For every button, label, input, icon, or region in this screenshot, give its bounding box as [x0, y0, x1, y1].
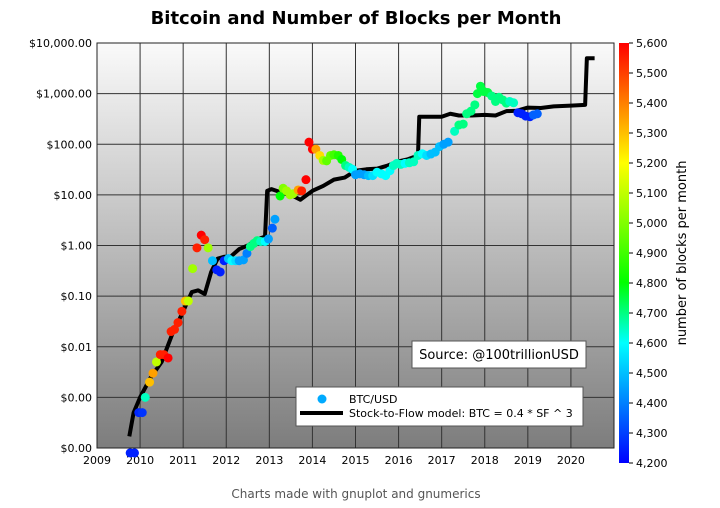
x-tick-label: 2018	[471, 454, 499, 467]
btc-price-point	[145, 377, 155, 387]
legend-dot-marker	[317, 394, 327, 404]
btc-price-point	[509, 98, 519, 108]
x-tick-label: 2019	[514, 454, 542, 467]
btc-price-point	[470, 100, 480, 110]
btc-price-point	[148, 368, 158, 378]
btc-price-point	[163, 353, 173, 363]
colorbar-tick-label: 4,700	[636, 307, 668, 320]
btc-price-point	[304, 137, 314, 147]
btc-price-point	[183, 296, 193, 306]
btc-price-point	[263, 234, 273, 244]
y-tick-label: $10,000.00	[29, 37, 92, 50]
btc-price-point	[140, 392, 150, 402]
btc-price-point	[458, 119, 468, 129]
btc-price-point	[203, 243, 213, 253]
btc-price-point	[177, 306, 187, 316]
btc-price-point	[188, 264, 198, 274]
btc-price-point	[270, 214, 280, 224]
legend: BTC/USD Stock-to-Flow model: BTC = 0.4 *…	[295, 386, 584, 427]
plot-frame	[96, 42, 615, 449]
x-tick-label: 2015	[342, 454, 370, 467]
btc-price-point	[450, 126, 460, 136]
btc-price-point	[200, 235, 210, 245]
colorbar-tick-label: 5,100	[636, 187, 668, 200]
colorbar-tick-label: 4,300	[636, 427, 668, 440]
btc-price-point	[297, 186, 307, 196]
x-tick-label: 2011	[169, 454, 197, 467]
colorbar-tick-label: 4,500	[636, 367, 668, 380]
colorbar-tick-label: 4,900	[636, 247, 668, 260]
y-tick-label: $1.00	[61, 240, 93, 253]
y-tick-label: $0.00	[61, 391, 93, 404]
btc-price-point	[173, 318, 183, 328]
btc-price-point	[170, 324, 180, 334]
chart-title: Bitcoin and Number of Blocks per Month	[151, 8, 562, 29]
source-annotation: Source: @100trillionUSD	[411, 340, 587, 369]
y-tick-label: $0.00	[61, 442, 93, 455]
btc-price-point	[215, 267, 225, 277]
s2f-model-line	[127, 56, 595, 437]
colorbar-tick-label: 4,200	[636, 457, 668, 470]
y-tick-label: $10.00	[54, 189, 93, 202]
source-text: Source: @100trillionUSD	[419, 348, 579, 363]
x-tick-label: 2017	[428, 454, 456, 467]
btc-price-point	[151, 357, 161, 367]
x-tick-label: 2012	[212, 454, 240, 467]
btc-price-point	[301, 175, 311, 185]
x-tick-label: 2010	[126, 454, 154, 467]
colorbar-tick-label: 4,400	[636, 397, 668, 410]
x-tick-label: 2016	[385, 454, 413, 467]
colorbar-tick-label: 5,600	[636, 37, 668, 50]
y-tick-label: $0.01	[61, 341, 93, 354]
btc-price-point	[207, 256, 217, 266]
legend-label-s2f: Stock-to-Flow model: BTC = 0.4 * SF ^ 3	[349, 407, 573, 420]
btc-price-point	[192, 243, 202, 253]
colorbar-label: number of blocks per month	[675, 161, 690, 346]
btc-price-point	[242, 248, 252, 258]
colorbar-tick-label: 4,600	[636, 337, 668, 350]
btc-price-point	[275, 191, 285, 201]
colorbar	[619, 43, 629, 463]
colorbar-tick-label: 5,000	[636, 217, 668, 230]
y-tick-label: $100.00	[47, 138, 93, 151]
btc-price-point	[129, 448, 139, 458]
btc-price-point	[532, 109, 542, 119]
legend-label-btc: BTC/USD	[349, 393, 398, 406]
btc-price-point	[443, 137, 453, 147]
x-tick-label: 2009	[83, 454, 111, 467]
footer-text: Charts made with gnuplot and gnumerics	[231, 487, 480, 501]
y-tick-label: $0.10	[61, 290, 93, 303]
x-tick-label: 2014	[298, 454, 326, 467]
y-tick-label: $1,000.00	[36, 88, 92, 101]
colorbar-tick-label: 5,500	[636, 67, 668, 80]
x-tick-label: 2020	[557, 454, 585, 467]
colorbar-tick-label: 5,200	[636, 157, 668, 170]
colorbar-tick-label: 4,800	[636, 277, 668, 290]
colorbar-tick-label: 5,300	[636, 127, 668, 140]
x-tick-label: 2013	[255, 454, 283, 467]
btc-price-point	[137, 408, 147, 418]
colorbar-tick-label: 5,400	[636, 97, 668, 110]
btc-price-point	[409, 157, 419, 167]
btc-price-point	[267, 223, 277, 233]
